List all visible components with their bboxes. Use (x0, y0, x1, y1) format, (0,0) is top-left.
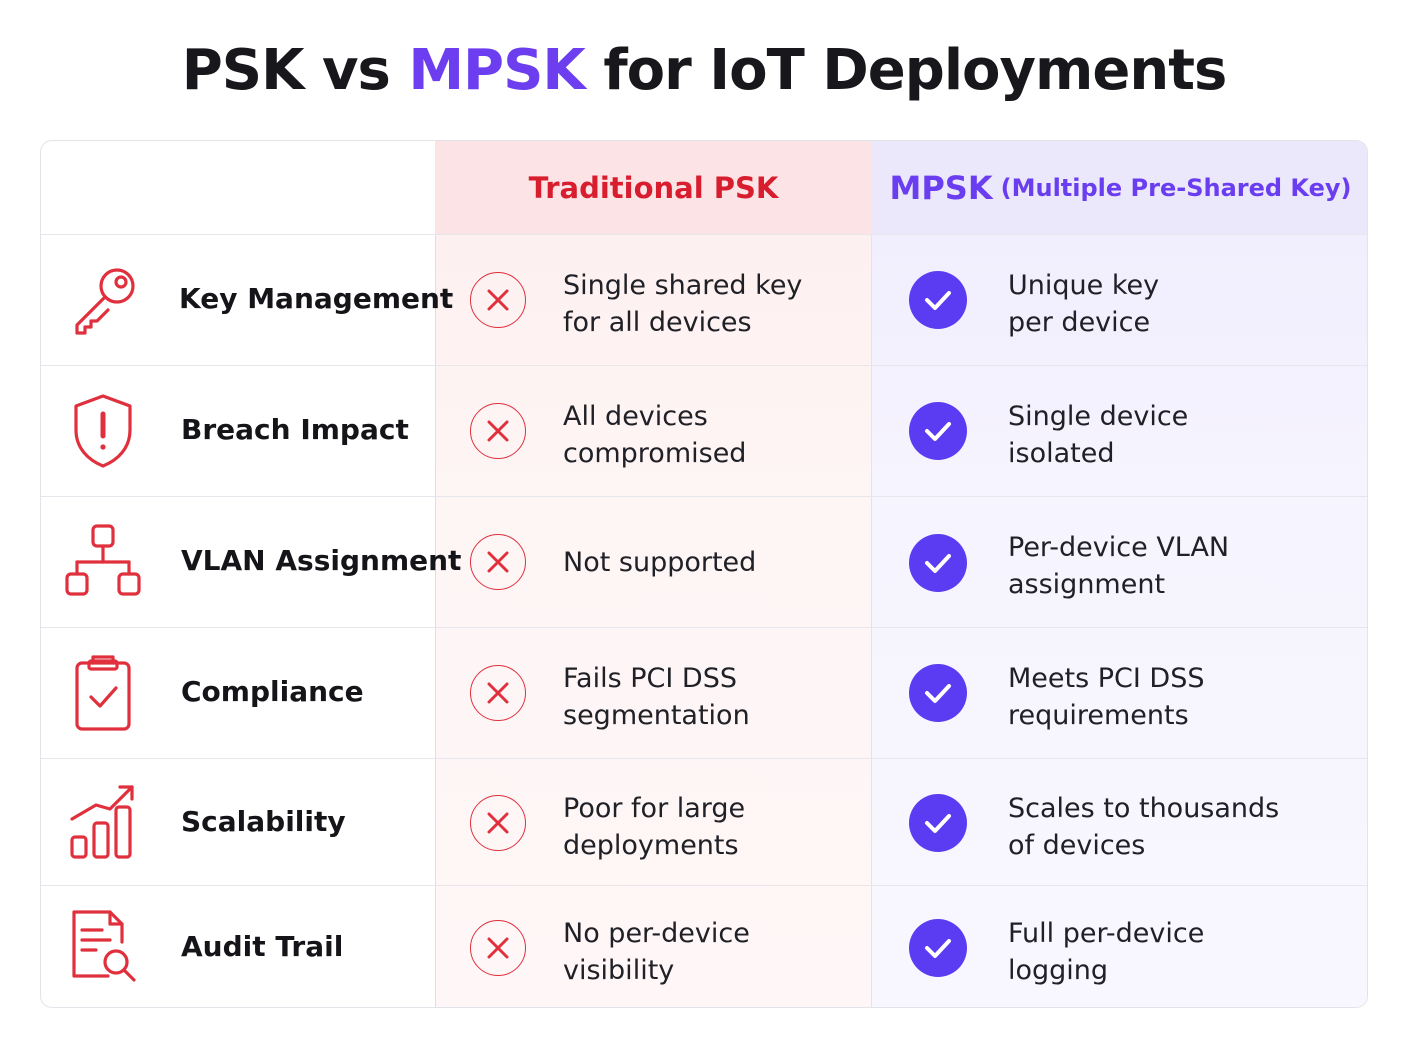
page-title: PSK vs MPSK for IoT Deployments (0, 38, 1408, 103)
mpsk-cell: Scales to thousands of devices (1008, 793, 1280, 861)
x-icon (470, 665, 526, 721)
clipboard-check-icon (63, 650, 143, 734)
mpsk-cell: Full per-device logging (1008, 918, 1205, 986)
mpsk-header-main: MPSK (889, 168, 993, 207)
check-icon (909, 794, 967, 852)
psk-cell: Poor for large deployments (563, 793, 746, 861)
x-icon (470, 403, 526, 459)
psk-cell: Single shared key for all devices (563, 270, 803, 338)
row-label: VLAN Assignment (181, 544, 462, 577)
check-icon (909, 664, 967, 722)
network-hierarchy-icon (63, 521, 143, 601)
table-row: Breach Impact All devices compromised Si… (41, 365, 1367, 496)
check-icon (909, 271, 967, 329)
key-icon (63, 261, 143, 341)
table-row: Audit Trail No per-device visibility Ful… (41, 885, 1367, 1007)
check-icon (909, 534, 967, 592)
row-label: Scalability (181, 805, 346, 838)
x-icon (470, 920, 526, 976)
psk-cell: Fails PCI DSS segmentation (563, 663, 750, 731)
x-icon (470, 795, 526, 851)
shield-alert-icon (63, 391, 143, 471)
comparison-table: Traditional PSK MPSK (Multiple Pre-Share… (40, 140, 1368, 1008)
psk-cell: Not supported (563, 547, 757, 578)
table-row: VLAN Assignment Not supported Per-device… (41, 496, 1367, 627)
row-label: Breach Impact (181, 413, 409, 446)
row-label: Compliance (181, 675, 364, 708)
row-label: Key Management (179, 282, 454, 315)
mpsk-header-bg (872, 141, 1367, 234)
document-search-icon (63, 906, 143, 986)
mpsk-cell: Meets PCI DSS requirements (1008, 663, 1205, 731)
psk-column-header: Traditional PSK (528, 170, 779, 205)
check-icon (909, 919, 967, 977)
x-icon (470, 534, 526, 590)
row-label: Audit Trail (181, 930, 344, 963)
check-icon (909, 402, 967, 460)
mpsk-cell: Single device isolated (1008, 401, 1189, 469)
x-icon (470, 272, 526, 328)
table-row: Scalability Poor for large deployments S… (41, 758, 1367, 885)
title-rest: for IoT Deployments (603, 38, 1227, 103)
title-psk: PSK (181, 38, 305, 103)
title-vs: vs (321, 38, 391, 103)
growth-chart-icon (63, 781, 143, 861)
mpsk-header-sub: (Multiple Pre-Shared Key) (1000, 173, 1352, 202)
psk-header-bg (435, 141, 872, 234)
mpsk-cell: Unique key per device (1008, 270, 1160, 338)
table-row: Compliance Fails PCI DSS segmentation Me… (41, 627, 1367, 758)
psk-cell: No per-device visibility (563, 918, 750, 986)
table-row: Key Management Single shared key for all… (41, 234, 1367, 365)
mpsk-column-header: MPSK (Multiple Pre-Shared Key) (872, 141, 1367, 234)
mpsk-cell: Per-device VLAN assignment (1008, 532, 1230, 600)
title-mpsk: MPSK (408, 38, 585, 103)
psk-cell: All devices compromised (563, 401, 747, 469)
